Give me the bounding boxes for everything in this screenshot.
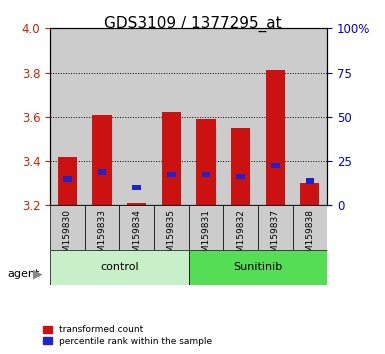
Bar — [189, 205, 223, 250]
Bar — [50, 250, 189, 285]
Bar — [293, 28, 327, 205]
Legend: transformed count, percentile rank within the sample: transformed count, percentile rank withi… — [43, 325, 213, 346]
Bar — [127, 203, 146, 205]
Bar — [162, 113, 181, 205]
Bar — [293, 205, 327, 250]
Text: GSM159832: GSM159832 — [236, 209, 245, 264]
Bar — [132, 185, 141, 190]
Bar — [189, 28, 223, 205]
Bar — [85, 205, 119, 250]
Text: GSM159831: GSM159831 — [201, 209, 211, 264]
Bar — [50, 28, 85, 205]
Bar — [258, 28, 293, 205]
Bar — [154, 28, 189, 205]
Bar — [119, 28, 154, 205]
Text: Sunitinib: Sunitinib — [233, 262, 283, 272]
Text: GSM159830: GSM159830 — [63, 209, 72, 264]
Bar — [271, 163, 280, 168]
Bar — [58, 156, 77, 205]
Bar — [223, 205, 258, 250]
Text: GDS3109 / 1377295_at: GDS3109 / 1377295_at — [104, 16, 281, 32]
Text: ▶: ▶ — [33, 268, 42, 281]
Text: GSM159837: GSM159837 — [271, 209, 280, 264]
Bar — [223, 28, 258, 205]
Bar — [196, 119, 216, 205]
Bar — [50, 205, 85, 250]
Bar — [85, 28, 119, 205]
Bar — [236, 174, 245, 179]
Bar — [167, 172, 176, 177]
Bar — [306, 178, 314, 184]
Bar — [189, 250, 327, 285]
Bar — [63, 176, 72, 182]
Text: GSM159834: GSM159834 — [132, 209, 141, 264]
Text: GSM159838: GSM159838 — [305, 209, 315, 264]
Bar — [258, 205, 293, 250]
Bar — [266, 70, 285, 205]
Bar — [231, 128, 250, 205]
Text: control: control — [100, 262, 139, 272]
Bar — [154, 205, 189, 250]
Text: GSM159835: GSM159835 — [167, 209, 176, 264]
Bar — [98, 169, 106, 175]
Bar — [119, 205, 154, 250]
Bar — [202, 172, 210, 177]
Bar — [300, 183, 320, 205]
Text: agent: agent — [8, 269, 40, 279]
Bar — [92, 115, 112, 205]
Text: GSM159833: GSM159833 — [97, 209, 107, 264]
